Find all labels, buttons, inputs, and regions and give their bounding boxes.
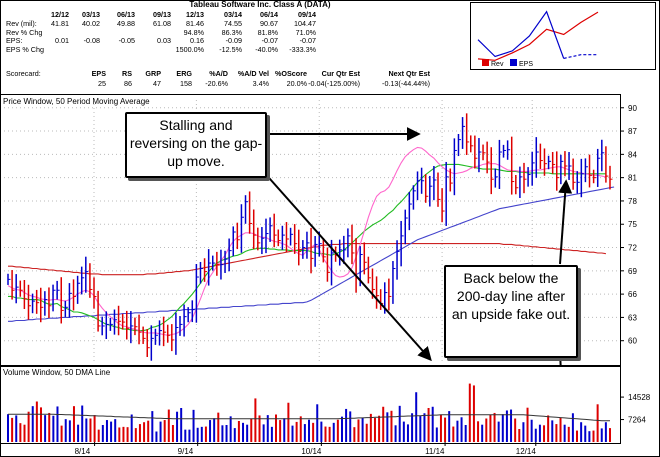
row-value: -12.5% — [219, 44, 242, 54]
row-value: -0.05 — [118, 36, 135, 45]
quarter-header: 09/14 — [298, 10, 316, 19]
row-value: -0.08 — [83, 36, 100, 45]
row-value: 41.81 — [51, 19, 69, 28]
row-value: 81.8% — [257, 27, 278, 37]
price-tick-label: 87 — [628, 127, 637, 136]
quarter-header: 09/13 — [153, 10, 171, 19]
rev-eps-mini-chart: Rev EPS — [470, 2, 656, 70]
row-value: 49.88 — [117, 19, 135, 28]
row-value: 40.02 — [82, 19, 100, 28]
x-tick-label: 12/14 — [516, 447, 537, 456]
scorecard-head: ERG — [176, 69, 192, 78]
price-tick-label: 63 — [628, 313, 637, 322]
x-tick-label: 10/14 — [301, 447, 322, 456]
price-tick-label: 84 — [628, 150, 637, 159]
volume-panel-border — [0, 366, 621, 444]
scorecard-value: 3.4% — [252, 79, 269, 88]
scorecard-head: %A/D — [209, 69, 228, 78]
eps-est-line — [563, 54, 598, 59]
row-value: -0.09 — [225, 36, 242, 45]
quarter-header: 12/13 — [186, 10, 204, 19]
row-value: 0.16 — [190, 36, 204, 45]
price-tick-label: 78 — [628, 197, 637, 206]
x-tick-label: 8/14 — [75, 447, 91, 456]
row-value: 94.8% — [183, 27, 204, 37]
quarter-header: 03/13 — [82, 10, 100, 19]
quarter-header: 06/14 — [260, 10, 278, 19]
scorecard-value: 25 — [98, 79, 106, 88]
callout-stalling-text: Stalling and reversing on the gap-up mov… — [129, 117, 263, 169]
row-value: 0.03 — [157, 36, 171, 45]
row-value: 104.47 — [294, 19, 316, 28]
row-value: 90.67 — [260, 19, 278, 28]
quarter-header: 06/13 — [117, 10, 135, 19]
row-value: 71.0% — [295, 27, 316, 37]
fundamentals-header: Tableau Software Inc. Class A (DATA) 12/… — [0, 0, 470, 94]
scorecard-head: Cur Qtr Est — [321, 69, 360, 78]
scorecard-value: -0.13(-44.44%) — [382, 79, 430, 88]
scorecard-head: EPS — [91, 69, 106, 78]
arrow-to-vol-right — [559, 351, 562, 366]
x-tick-label: 11/14 — [425, 447, 445, 456]
scorecard-value: 47 — [153, 79, 161, 88]
arrow-to-volume — [261, 169, 432, 362]
arrow-to-price — [558, 179, 573, 265]
volume-tick-label: 7264 — [628, 416, 646, 425]
row-value: 0.01 — [55, 36, 69, 45]
stock-title: Tableau Software Inc. Class A (DATA) — [189, 0, 331, 9]
quarter-header: 03/14 — [224, 10, 242, 19]
row-value: -40.0% — [255, 44, 278, 54]
row-label: EPS % Chg — [6, 44, 44, 54]
scorecard-value: -0.04(-125.00%) — [308, 79, 360, 88]
price-tick-label: 66 — [628, 290, 637, 299]
eps-line — [477, 10, 565, 59]
scorecard-value: 158 — [180, 79, 192, 88]
row-label: EPS: — [6, 36, 23, 45]
scorecard-value: -20.6% — [205, 79, 228, 88]
callout-stalling: Stalling and reversing on the gap-up mov… — [125, 112, 267, 178]
row-value: -0.07 — [261, 36, 278, 45]
price-tick-label: 90 — [628, 104, 637, 113]
mini-chart-border — [470, 2, 656, 70]
price-tick-label: 75 — [628, 220, 637, 229]
scorecard-head: %OScore — [275, 69, 307, 78]
volume-tick-label: 14528 — [628, 393, 651, 402]
scorecard-head: RS — [122, 69, 132, 78]
scorecard-head: %A/D Vel — [237, 69, 269, 78]
row-value: 81.46 — [186, 19, 204, 28]
row-value: -333.3% — [289, 44, 316, 54]
legend-rev: Rev — [491, 61, 504, 68]
callout-fake-out: Back below the 200-day line after an ups… — [444, 265, 578, 358]
scorecard-label: Scorecard: — [6, 69, 41, 78]
price-panel-border — [0, 94, 621, 366]
quarter-header: 12/12 — [51, 10, 69, 19]
legend-swatch-eps — [510, 59, 517, 66]
volume-window: Volume Window, 50 DMA Line 14528 7264 8/14 9… — [0, 366, 651, 456]
callout-fake-out-text: Back below the 200-day line after an ups… — [451, 270, 571, 322]
price-window-label: Price Window, 50 Period Moving Average — [3, 97, 150, 106]
legend-swatch-rev — [482, 59, 489, 66]
price-tick-label: 60 — [628, 337, 637, 346]
scorecard-head: GRP — [145, 69, 161, 78]
volume-window-label: Volume Window, 50 DMA Line — [3, 368, 111, 377]
ma200-blue-line — [8, 186, 615, 322]
legend-eps: EPS — [519, 61, 533, 68]
scorecard-value: 20.0% — [286, 79, 307, 88]
price-window: Price Window, 50 Period Moving Average 90… — [0, 94, 637, 366]
price-tick-label: 81 — [628, 174, 637, 183]
row-value: 86.3% — [221, 27, 242, 37]
row-value: -0.07 — [299, 36, 316, 45]
price-tick-label: 69 — [628, 267, 637, 276]
volume-ma-line — [8, 413, 610, 422]
price-tick-label: 72 — [628, 244, 637, 253]
row-value: 74.55 — [224, 19, 242, 28]
scorecard-head: Next Qtr Est — [388, 69, 430, 78]
row-label: Rev % Chg — [6, 27, 43, 37]
scorecard-value: 86 — [124, 79, 132, 88]
row-value: 1500.0% — [175, 44, 204, 54]
rev-line — [477, 11, 599, 61]
row-label: Rev (mil): — [6, 19, 37, 28]
x-tick-label: 9/14 — [178, 447, 194, 456]
row-value: 61.08 — [153, 19, 171, 28]
